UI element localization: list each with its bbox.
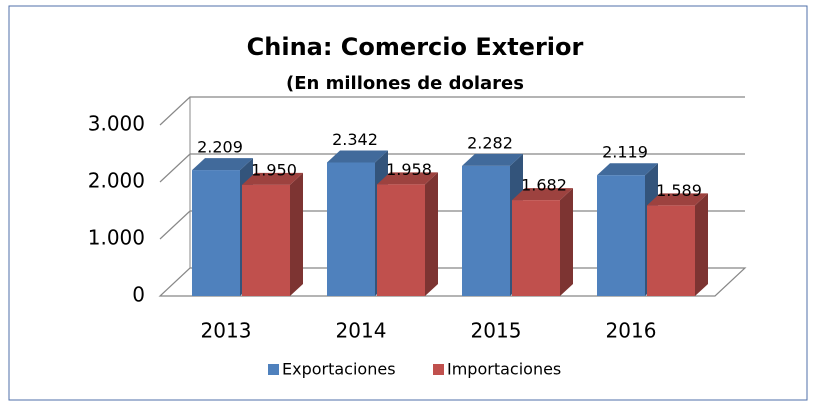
grid-line xyxy=(159,96,745,126)
legend-label: Importaciones xyxy=(447,360,561,379)
value-label: 1.682 xyxy=(521,176,567,195)
legend-label: Exportaciones xyxy=(282,360,396,379)
x-tick-label: 2016 xyxy=(606,319,657,343)
value-label: 2.282 xyxy=(467,133,513,152)
y-tick-label: 3.000 xyxy=(88,112,145,136)
bar xyxy=(377,184,425,296)
bar xyxy=(327,162,375,296)
x-tick-label: 2013 xyxy=(201,319,252,343)
bar xyxy=(512,200,560,296)
value-label: 2.119 xyxy=(602,143,648,162)
bar xyxy=(462,165,510,296)
bar xyxy=(647,205,695,296)
bar-top xyxy=(327,150,388,163)
bar-top xyxy=(377,172,438,185)
value-label: 2.209 xyxy=(197,138,243,157)
bar xyxy=(597,175,645,296)
bar-side xyxy=(425,172,438,296)
bar-top xyxy=(512,188,573,201)
bar-top xyxy=(192,158,253,171)
bar-top xyxy=(462,153,523,166)
chart-subtitle: (En millones de dolares xyxy=(286,73,524,94)
y-tick-label: 2.000 xyxy=(88,169,145,193)
y-tick-label: 0 xyxy=(132,283,145,307)
chart-title: China: Comercio Exterior xyxy=(247,33,584,61)
grid-line xyxy=(159,153,745,183)
value-label: 1.958 xyxy=(386,160,432,179)
legend-swatch xyxy=(268,364,279,375)
bar xyxy=(192,170,240,296)
legend-swatch xyxy=(433,364,444,375)
x-tick-label: 2014 xyxy=(336,319,387,343)
bar-side xyxy=(560,188,573,296)
bar-top xyxy=(242,172,303,185)
value-label: 1.950 xyxy=(251,160,297,179)
value-label: 2.342 xyxy=(332,130,378,149)
bar-top xyxy=(647,193,708,206)
bar-side xyxy=(695,193,708,296)
value-label: 1.589 xyxy=(656,181,702,200)
y-tick-label: 1.000 xyxy=(88,226,145,250)
bar-side xyxy=(290,172,303,296)
x-tick-label: 2015 xyxy=(471,319,522,343)
bar xyxy=(242,184,290,296)
bar-top xyxy=(597,163,658,176)
